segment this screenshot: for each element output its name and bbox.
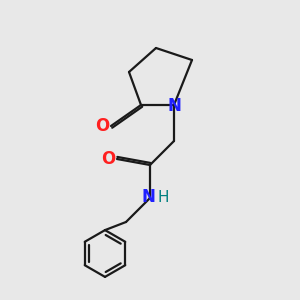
Text: N: N — [142, 188, 155, 206]
Text: H: H — [158, 190, 169, 206]
Text: O: O — [101, 150, 115, 168]
Text: N: N — [168, 97, 182, 115]
Text: O: O — [95, 117, 109, 135]
